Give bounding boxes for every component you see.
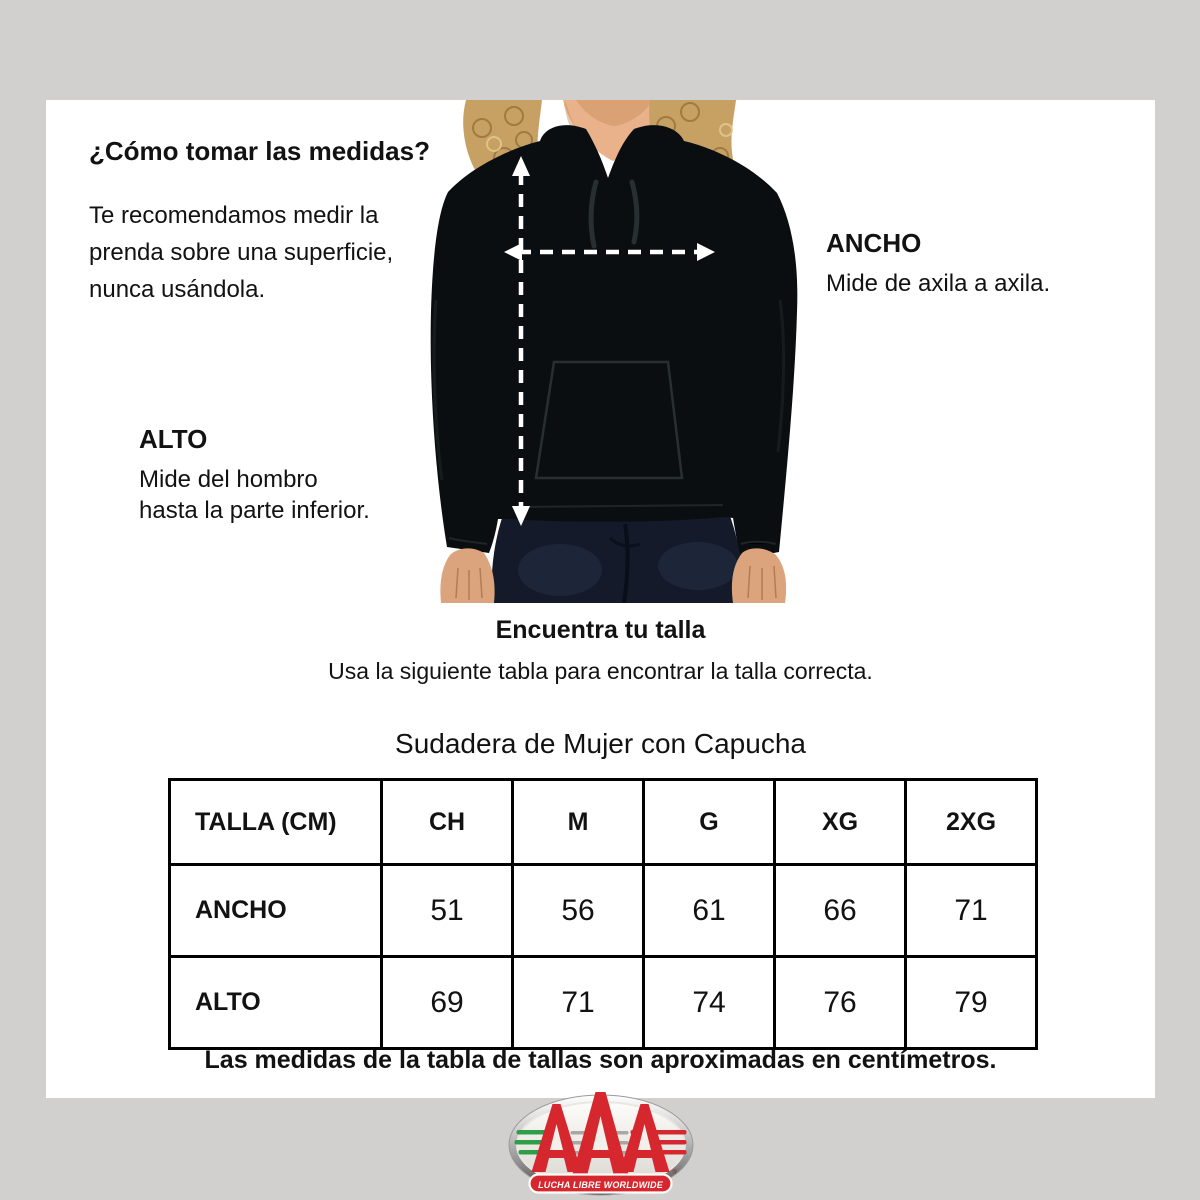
table-footnote: Las medidas de la tabla de tallas son ap… <box>204 1046 997 1074</box>
ancho-m: 56 <box>511 863 645 958</box>
col-header-talla: TALLA (CM) <box>168 778 383 866</box>
logo-letters: ® <box>531 1092 678 1176</box>
col-header-2xg: 2XG <box>904 778 1038 866</box>
size-table-header-row: TALLA (CM) CH M G XG 2XG <box>168 778 1038 866</box>
alto-description-line: Mide del hombro <box>139 466 318 493</box>
find-size-section: Encuentra tu talla Usa la siguiente tabl… <box>46 616 1155 685</box>
row-label-alto: ALTO <box>168 955 383 1050</box>
ancho-callout: ANCHO Mide de axila a axila. <box>826 228 1146 299</box>
ancho-ch: 51 <box>380 863 514 958</box>
measure-heading: ¿Cómo tomar las medidas? <box>89 136 430 166</box>
registered-mark: ® <box>673 1169 678 1176</box>
measure-body-line: Te recomendamos medir la <box>89 202 379 229</box>
alto-title: ALTO <box>139 424 208 454</box>
table-row-ancho: ANCHO 51 56 61 66 71 <box>168 863 1038 958</box>
col-header-ch: CH <box>380 778 514 866</box>
ancho-xg: 66 <box>773 863 907 958</box>
model-hoodie <box>430 125 798 559</box>
alto-callout: ALTO Mide del hombro hasta la parte infe… <box>139 424 439 526</box>
find-size-subheading: Usa la siguiente tabla para encontrar la… <box>328 658 873 684</box>
logo-banner: LUCHA LIBRE WORLDWIDE <box>528 1173 673 1194</box>
alto-xg: 76 <box>773 955 907 1050</box>
find-size-heading: Encuentra tu talla <box>495 616 706 644</box>
measure-instructions: ¿Cómo tomar las medidas? Te recomendamos… <box>89 136 459 308</box>
col-header-m: M <box>511 778 645 866</box>
ancho-g: 61 <box>642 863 776 958</box>
ancho-arrow-icon <box>504 243 715 261</box>
col-header-xg: XG <box>773 778 907 866</box>
measure-body-line: prenda sobre una superficie, <box>89 239 394 266</box>
alto-arrow-icon <box>512 156 530 526</box>
product-title: Sudadera de Mujer con Capucha <box>395 728 806 759</box>
hood-drawstring <box>629 179 640 245</box>
table-row-alto: ALTO 69 71 74 76 79 <box>168 955 1038 1050</box>
aaa-logo: ® LUCHA LIBRE WORLDWIDE <box>508 1092 694 1196</box>
logo-banner-text: LUCHA LIBRE WORLDWIDE <box>538 1180 664 1190</box>
alto-description-line: hasta la parte inferior. <box>139 497 370 524</box>
hood-drawstring <box>588 179 599 249</box>
alto-g: 74 <box>642 955 776 1050</box>
row-label-ancho: ANCHO <box>168 863 383 958</box>
alto-m: 71 <box>511 955 645 1050</box>
alto-2xg: 79 <box>904 955 1038 1050</box>
ancho-title: ANCHO <box>826 228 922 258</box>
model-jeans <box>491 510 744 603</box>
ancho-description: Mide de axila a axila. <box>826 270 1051 297</box>
kangaroo-pocket <box>534 360 684 480</box>
measure-body-line: nunca usándola. <box>89 276 266 303</box>
ancho-2xg: 71 <box>904 863 1038 958</box>
alto-ch: 69 <box>380 955 514 1050</box>
model-photo <box>430 100 798 603</box>
size-table: TALLA (CM) CH M G XG 2XG ANCHO 51 56 61 … <box>168 778 1038 1050</box>
col-header-g: G <box>642 778 776 866</box>
model-hands <box>440 548 787 603</box>
